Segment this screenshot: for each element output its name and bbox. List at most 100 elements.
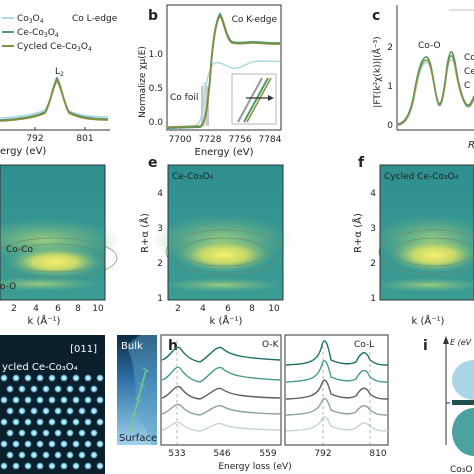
atom-column-19 (23, 395, 33, 405)
a-xtick-801: 801 (76, 134, 93, 144)
atom-column-31 (65, 406, 75, 416)
atom-column-58 (83, 439, 93, 449)
c-ytick-2: 2 (387, 43, 393, 53)
atom-column-5 (59, 373, 69, 383)
atom-column-56 (59, 439, 69, 449)
legend-co3o4: Co3O4 (17, 14, 44, 25)
legend-cycled: Cycled Ce-Co3O4 (17, 42, 92, 53)
panel-g: [011] ycled Ce-Co₃O₄ (0, 335, 105, 474)
c-xlabel: R (468, 140, 474, 151)
atom-column-52 (11, 439, 21, 449)
atom-column-20 (35, 395, 45, 405)
panel-a: Co3O4 Ce-Co3O4 Cycled Ce-Co3O4 Co L-edge… (0, 14, 118, 157)
atom-column-23 (71, 395, 81, 405)
atom-column-75 (83, 461, 93, 471)
atom-column-63 (41, 450, 51, 460)
atom-column-70 (23, 461, 33, 471)
d-xtick-8: 8 (75, 304, 81, 314)
atom-column-24 (83, 395, 93, 405)
panel-c: c |FT(k²χ(k))|(Å⁻³) 0 1 2 Co-O Co Ce C R (371, 5, 474, 151)
atom-column-36 (23, 417, 33, 427)
h-col-tick-792: 792 (314, 449, 331, 459)
atom-column-53 (23, 439, 33, 449)
panel-h-letter: h (168, 338, 178, 354)
g-zone-axis: [011] (70, 344, 97, 355)
atom-column-25 (95, 395, 105, 405)
f-title: Cycled Ce-Co₃O₄ (384, 172, 459, 182)
panel-b: b Co K-edge Normalize χμ(E) 0.0 0.5 1.0 … (138, 4, 282, 158)
atom-column-39 (59, 417, 69, 427)
atom-column-3 (35, 373, 45, 383)
panel-e: e R+α (Å) Ce-Co₃O₄ 1 2 3 4 2 4 6 8 10 k … (138, 155, 292, 327)
atom-column-38 (47, 417, 57, 427)
atom-column-8 (95, 373, 105, 383)
atom-column-29 (41, 406, 51, 416)
h-bulk-label: Bulk (121, 341, 143, 352)
panel-c-letter: c (372, 8, 380, 24)
atom-column-11 (29, 384, 39, 394)
d-co-o-label: o-O (0, 282, 16, 292)
atom-column-48 (65, 428, 75, 438)
h-surface-label: Surface (119, 433, 157, 444)
h-col-label: Co-L (354, 340, 374, 350)
atom-column-15 (77, 384, 87, 394)
atom-column-44 (17, 428, 27, 438)
d-co-co-label: Co-Co (6, 245, 33, 255)
e-ytick-1: 1 (157, 294, 163, 304)
atom-column-64 (53, 450, 63, 460)
e-xtick-4: 4 (200, 304, 206, 314)
atom-column-50 (89, 428, 99, 438)
atom-column-68 (0, 461, 9, 471)
atom-column-37 (35, 417, 45, 427)
atom-column-76 (95, 461, 105, 471)
atom-column-54 (35, 439, 45, 449)
f-ytick-4: 4 (370, 189, 376, 199)
atom-column-57 (71, 439, 81, 449)
a-xtick-792: 792 (26, 134, 43, 144)
d-xtick-6: 6 (55, 304, 61, 314)
atom-column-9 (5, 384, 15, 394)
atom-column-74 (71, 461, 81, 471)
panel-f-letter: f (358, 155, 365, 171)
panel-h: Bulk Surface h O-K 533 546 559 Co-L 792 … (117, 334, 389, 472)
i-axis-label: E (eV (450, 338, 472, 347)
e-xlabel: k (Å⁻¹) (210, 314, 243, 327)
d-xlabel: k (Å⁻¹) (28, 314, 61, 327)
atom-column-69 (11, 461, 21, 471)
panel-d: Co-Co o-O 2 4 6 8 10 k (Å⁻¹) (0, 164, 120, 327)
atom-column-61 (17, 450, 27, 460)
panel-i-letter: i (423, 338, 428, 354)
h-ok-tick-559: 559 (259, 449, 276, 459)
b-ytick-1: 1.0 (149, 50, 164, 60)
e-title: Ce-Co₃O₄ (172, 172, 214, 182)
stem-atom-columns (0, 373, 105, 471)
c-ylabel: |FT(k²χ(k))|(Å⁻³) (371, 36, 383, 107)
atom-column-71 (35, 461, 45, 471)
atom-column-4 (47, 373, 57, 383)
atom-column-42 (95, 417, 105, 427)
e-xtick-8: 8 (249, 304, 255, 314)
f-ytick-1: 1 (370, 294, 376, 304)
atom-column-66 (77, 450, 87, 460)
atom-column-41 (83, 417, 93, 427)
atom-column-6 (71, 373, 81, 383)
h-ok-tick-546: 546 (213, 449, 230, 459)
d-xtick-4: 4 (33, 304, 39, 314)
atom-column-30 (53, 406, 63, 416)
legend-ce-co3o4: Ce-Co3O4 (17, 28, 59, 39)
peak-label-l2: L2 (55, 67, 64, 78)
e-ylabel: R+α (Å) (138, 213, 151, 253)
atom-column-21 (47, 395, 57, 405)
f-ytick-3: 3 (370, 224, 376, 234)
b-ytick-05: 0.5 (149, 84, 163, 94)
e-ytick-2: 2 (157, 259, 163, 269)
atom-column-2 (23, 373, 33, 383)
b-ylabel: Normalize χμ(E) (138, 46, 148, 118)
atom-column-13 (53, 384, 63, 394)
atom-column-51 (0, 439, 9, 449)
h-col-tick-810: 810 (369, 449, 386, 459)
c-ytick-0: 0 (387, 121, 393, 131)
panel-f: f R+α (Å) Cycled Ce-Co₃O₄ 1 2 3 4 k (Å⁻¹… (351, 155, 474, 327)
c-ytick-1: 1 (387, 82, 393, 92)
e-xtick-2: 2 (175, 304, 181, 314)
